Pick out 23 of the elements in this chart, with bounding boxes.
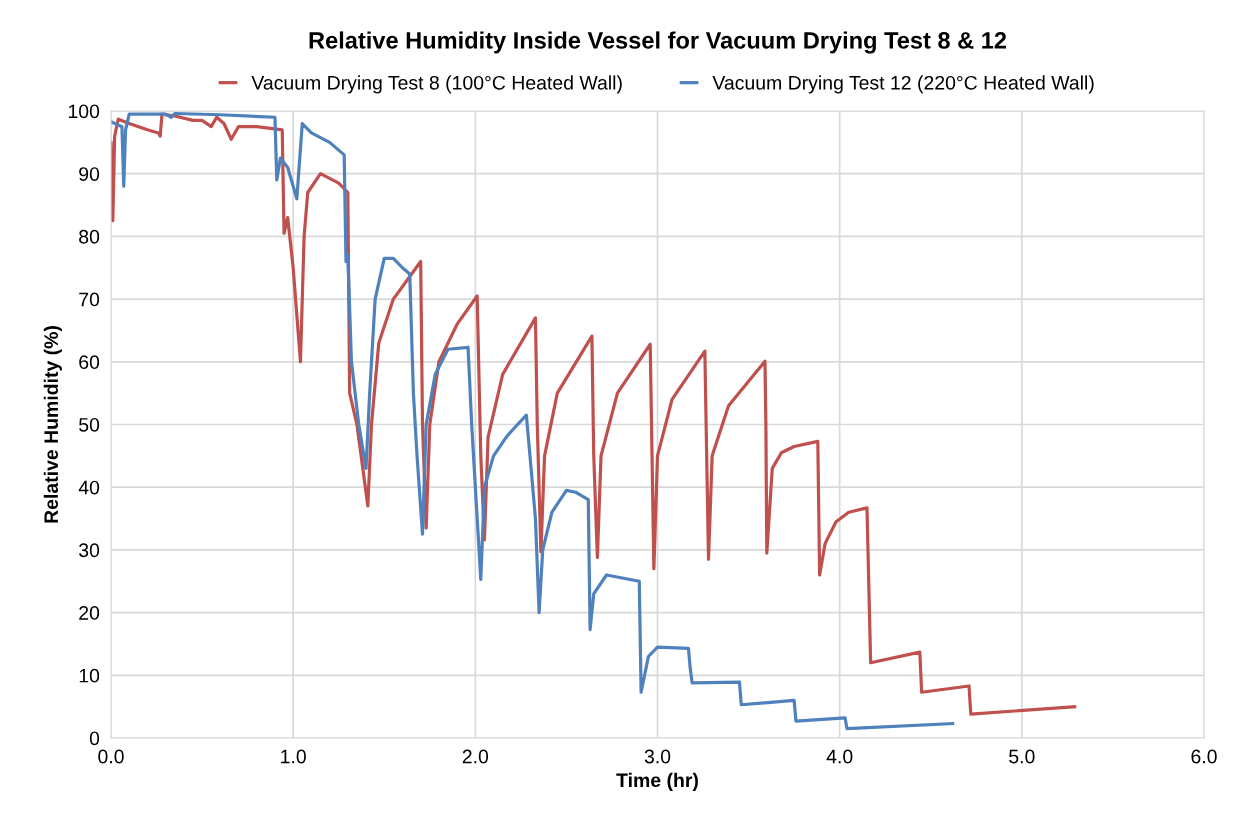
x-axis-title: Time (hr) [616, 772, 698, 791]
y-tick-label: 10 [79, 668, 100, 683]
legend-label: Vacuum Drying Test 8 (100°C Heated Wall) [251, 75, 622, 94]
y-tick-label: 80 [79, 229, 100, 244]
y-tick-label: 30 [79, 543, 100, 558]
x-tick-label: 0.0 [98, 749, 124, 764]
x-tick-label: 6.0 [1191, 749, 1217, 764]
y-tick-label: 100 [68, 104, 100, 119]
legend-label: Vacuum Drying Test 12 (220°C Heated Wall) [712, 75, 1094, 94]
y-tick-label: 20 [79, 606, 100, 620]
x-tick-label: 5.0 [1009, 749, 1035, 764]
y-tick-label: 40 [78, 480, 100, 495]
x-tick-label: 2.0 [462, 749, 489, 764]
y-tick-label: 0 [89, 731, 100, 746]
x-tick-label: 1.0 [281, 749, 306, 764]
x-tick-label: 4.0 [826, 749, 853, 764]
chart-title: Relative Humidity Inside Vessel for Vacuum Drying Test 8 & 12 [309, 31, 1007, 54]
y-axis-title: Relative Humidity (%) [43, 326, 62, 523]
y-tick-label: 70 [79, 292, 100, 307]
x-tick-label: 3.0 [644, 749, 671, 764]
y-tick-label: 90 [79, 167, 100, 181]
y-tick-label: 60 [79, 355, 100, 370]
y-tick-label: 50 [79, 417, 100, 432]
